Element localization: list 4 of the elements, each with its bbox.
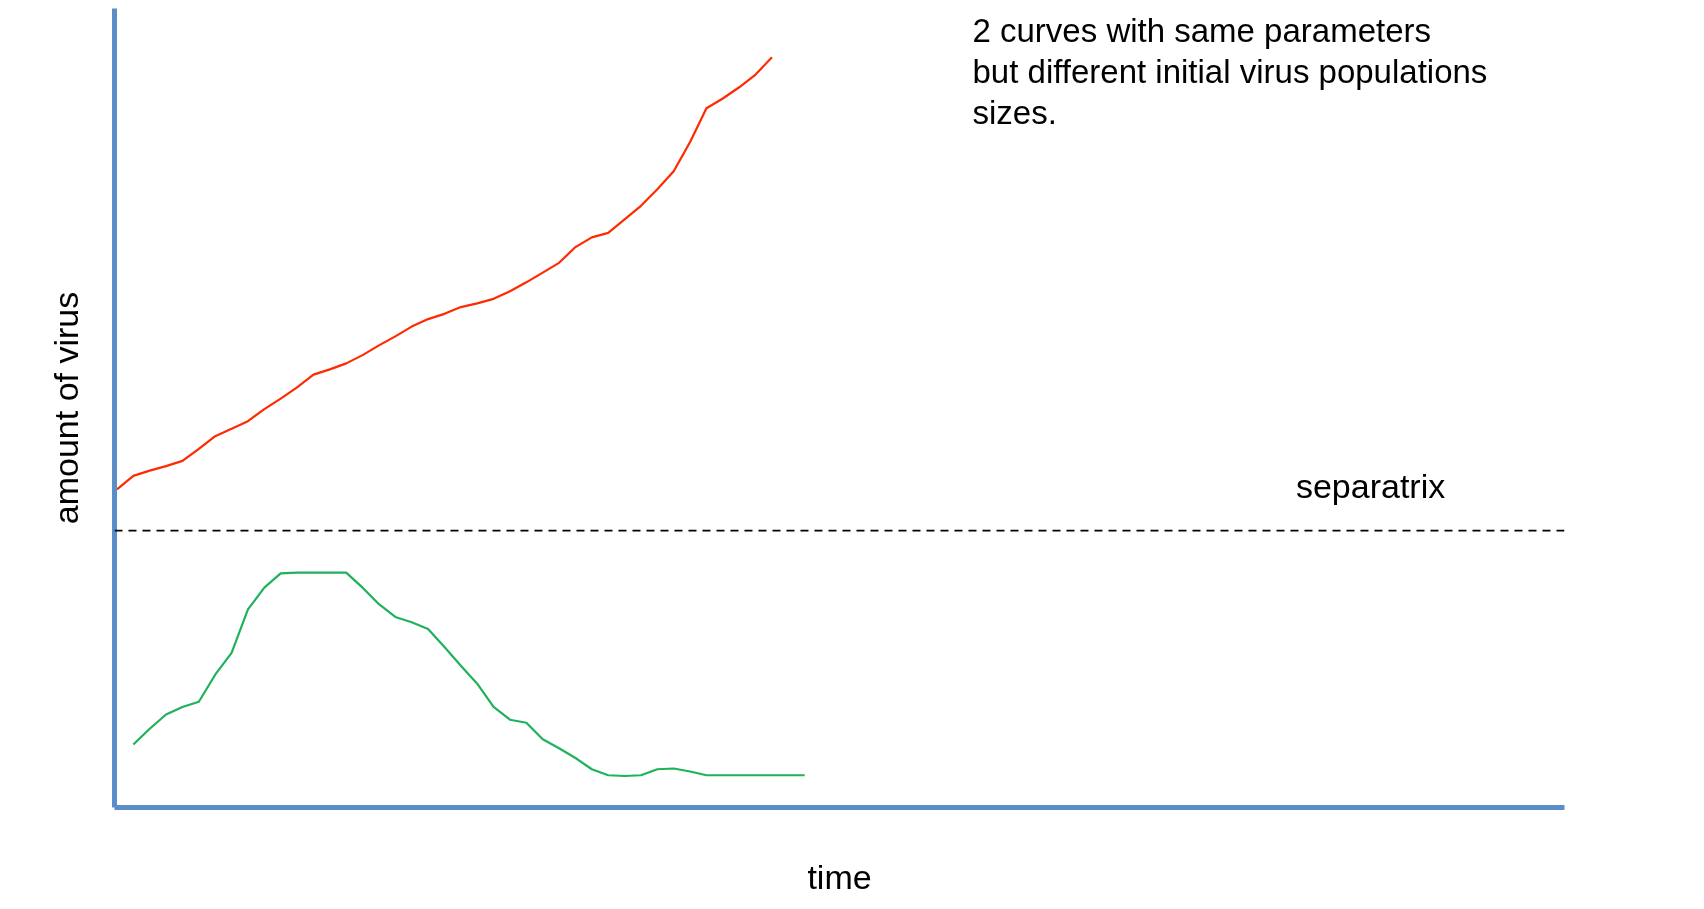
y-axis-title: amount of virus bbox=[46, 291, 85, 525]
ref-line-label: separatrix bbox=[1295, 466, 1446, 505]
annotation: 2 curves with same parameters but different initial virus populations sizes. bbox=[972, 11, 1488, 131]
x-axis-title: time bbox=[807, 857, 872, 896]
